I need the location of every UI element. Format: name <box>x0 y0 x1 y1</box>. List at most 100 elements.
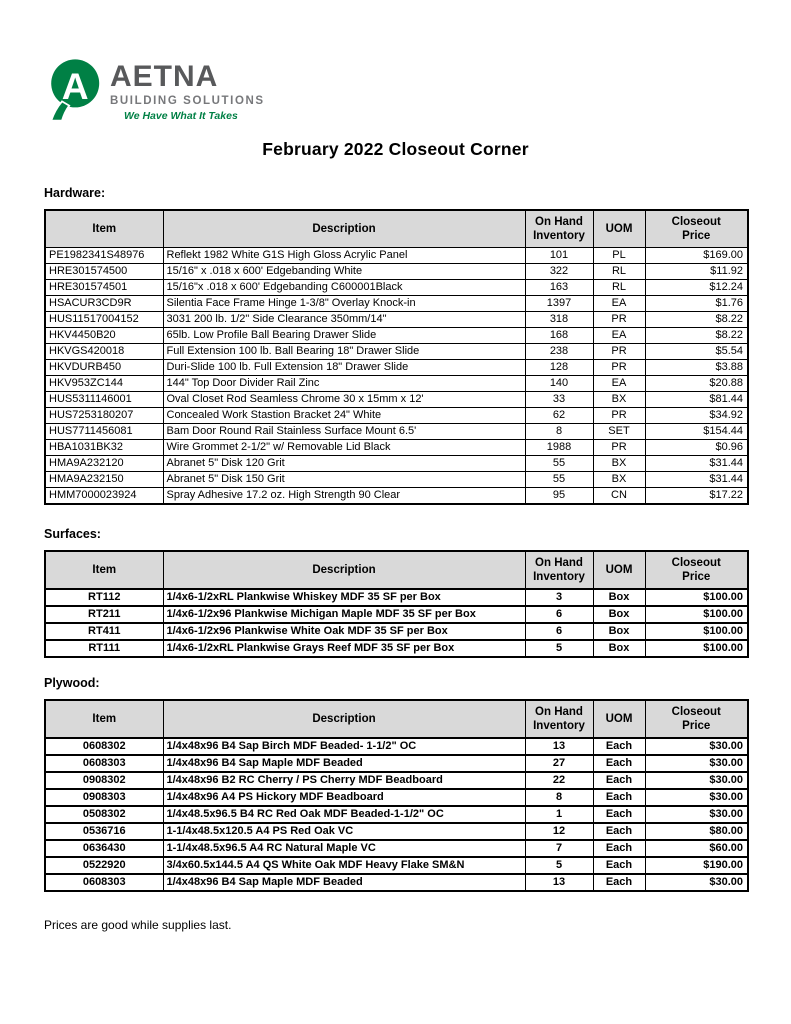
table-row: HUS7711456081 Bam Door Round Rail Stainle… <box>44 423 749 440</box>
cell-closeout-price: $154.44 <box>644 423 749 440</box>
cell-uom: PL <box>592 247 646 264</box>
column-header-description: Description <box>162 550 526 590</box>
cell-uom: Each <box>592 737 646 756</box>
cell-item: 0908303 <box>44 788 164 807</box>
logo-text: AETNA BUILDING SOLUTIONS We Have What It… <box>110 58 265 123</box>
cell-item: 0522920 <box>44 856 164 875</box>
cell-item: HUS11517004152 <box>44 311 164 328</box>
cell-description: 1/4x48x96 B4 Sap Birch MDF Beaded- 1-1/2… <box>162 737 526 756</box>
cell-closeout-price: $100.00 <box>644 605 749 624</box>
cell-item: 0536716 <box>44 822 164 841</box>
cell-on-hand-inventory: 62 <box>524 407 594 424</box>
cell-on-hand-inventory: 7 <box>524 839 594 858</box>
cell-item: 0608303 <box>44 754 164 773</box>
cell-on-hand-inventory: 22 <box>524 771 594 790</box>
cell-uom: Each <box>592 839 646 858</box>
cell-closeout-price: $30.00 <box>644 788 749 807</box>
cell-uom: Each <box>592 771 646 790</box>
cell-item: 0508302 <box>44 805 164 824</box>
cell-on-hand-inventory: 101 <box>524 247 594 264</box>
cell-item: PE1982341S48976 <box>44 247 164 264</box>
table-row: HMM7000023924 Spray Adhesive 17.2 oz. Hig… <box>44 487 749 505</box>
cell-uom: BX <box>592 455 646 472</box>
cell-closeout-price: $100.00 <box>644 639 749 658</box>
cell-on-hand-inventory: 318 <box>524 311 594 328</box>
column-header-description: Description <box>162 699 526 739</box>
column-header-on-hand-inventory: On Hand Inventory <box>524 209 594 248</box>
cell-uom: Each <box>592 754 646 773</box>
column-header-closeout-price: Closeout Price <box>644 699 749 739</box>
cell-description: 1-1/4x48.5x120.5 A4 PS Red Oak VC <box>162 822 526 841</box>
cell-on-hand-inventory: 3 <box>524 588 594 607</box>
cell-description: Full Extension 100 lb. Ball Bearing 18" … <box>162 343 526 360</box>
table-row: HUS7253180207 Concealed Work Stastion Bra… <box>44 407 749 424</box>
cell-description: 144" Top Door Divider Rail Zinc <box>162 375 526 392</box>
cell-uom: BX <box>592 391 646 408</box>
table-row: RT112 1/4x6-1/2xRL Plankwise Whiskey MDF … <box>44 588 749 607</box>
table-row: HKV4450B20 65lb. Low Profile Ball Bearing… <box>44 327 749 344</box>
cell-item: HKV953ZC144 <box>44 375 164 392</box>
hardware-table: Item Description On Hand Inventory UOM C… <box>44 209 749 505</box>
cell-description: 1/4x48x96 B4 Sap Maple MDF Beaded <box>162 873 526 892</box>
plywood-table: Item Description On Hand Inventory UOM C… <box>44 699 749 892</box>
table-row: HBA1031BK32 Wire Grommet 2-1/2" w/ Remova… <box>44 439 749 456</box>
cell-uom: EA <box>592 295 646 312</box>
table-row: 0536716 1-1/4x48.5x120.5 A4 PS Red Oak VC… <box>44 822 749 841</box>
table-header-row: Item Description On Hand Inventory UOM C… <box>44 209 749 248</box>
cell-item: HSACUR3CD9R <box>44 295 164 312</box>
cell-uom: Box <box>592 639 646 658</box>
table-row: HUS5311146001 Oval Closet Rod Seamless Ch… <box>44 391 749 408</box>
cell-description: 1/4x48.5x96.5 B4 RC Red Oak MDF Beaded-1… <box>162 805 526 824</box>
table-row: HRE301574501 15/16"x .018 x 600' Edgeband… <box>44 279 749 296</box>
cell-description: 1/4x6-1/2x96 Plankwise White Oak MDF 35 … <box>162 622 526 641</box>
cell-uom: Box <box>592 588 646 607</box>
cell-description: Duri-Slide 100 lb. Full Extension 18" Dr… <box>162 359 526 376</box>
table-row: 0608303 1/4x48x96 B4 Sap Maple MDF Beaded… <box>44 873 749 892</box>
cell-description: 1/4x48x96 B2 RC Cherry / PS Cherry MDF B… <box>162 771 526 790</box>
cell-closeout-price: $17.22 <box>644 487 749 505</box>
table-row: HMA9A232120 Abranet 5" Disk 120 Grit 55 BX $… <box>44 455 749 472</box>
cell-description: Abranet 5" Disk 120 Grit <box>162 455 526 472</box>
column-header-uom: UOM <box>592 550 646 590</box>
cell-description: 1/4x48x96 A4 PS Hickory MDF Beadboard <box>162 788 526 807</box>
column-header-item: Item <box>44 209 164 248</box>
cell-closeout-price: $81.44 <box>644 391 749 408</box>
footer-note: Prices are good while supplies last. <box>44 918 232 932</box>
cell-item: RT112 <box>44 588 164 607</box>
column-header-uom: UOM <box>592 699 646 739</box>
cell-item: HKVDURB450 <box>44 359 164 376</box>
table-row: HKV953ZC144 144" Top Door Divider Rail Zi… <box>44 375 749 392</box>
column-header-on-hand-inventory: On Hand Inventory <box>524 550 594 590</box>
cell-uom: Each <box>592 805 646 824</box>
cell-on-hand-inventory: 1397 <box>524 295 594 312</box>
table-row: 0636430 1-1/4x48.5x96.5 A4 RC Natural Map… <box>44 839 749 858</box>
cell-closeout-price: $169.00 <box>644 247 749 264</box>
cell-item: HMA9A232120 <box>44 455 164 472</box>
cell-description: 3031 200 lb. 1/2" Side Clearance 350mm/1… <box>162 311 526 328</box>
cell-closeout-price: $31.44 <box>644 471 749 488</box>
cell-uom: BX <box>592 471 646 488</box>
cell-uom: Each <box>592 822 646 841</box>
cell-closeout-price: $80.00 <box>644 822 749 841</box>
column-header-item: Item <box>44 699 164 739</box>
section-heading-hardware: Hardware: <box>44 186 106 200</box>
cell-closeout-price: $190.00 <box>644 856 749 875</box>
cell-item: HKV4450B20 <box>44 327 164 344</box>
cell-item: HRE301574500 <box>44 263 164 280</box>
cell-item: RT411 <box>44 622 164 641</box>
cell-closeout-price: $0.96 <box>644 439 749 456</box>
cell-closeout-price: $30.00 <box>644 771 749 790</box>
table-row: 0522920 3/4x60.5x144.5 A4 QS White Oak MD… <box>44 856 749 875</box>
cell-closeout-price: $5.54 <box>644 343 749 360</box>
cell-closeout-price: $3.88 <box>644 359 749 376</box>
cell-item: HBA1031BK32 <box>44 439 164 456</box>
cell-item: HUS7253180207 <box>44 407 164 424</box>
cell-description: 1/4x6-1/2xRL Plankwise Whiskey MDF 35 SF… <box>162 588 526 607</box>
cell-on-hand-inventory: 55 <box>524 455 594 472</box>
logo-brand-name: AETNA <box>110 60 219 93</box>
cell-closeout-price: $8.22 <box>644 327 749 344</box>
table-header-row: Item Description On Hand Inventory UOM C… <box>44 699 749 739</box>
cell-description: Silentia Face Frame Hinge 1-3/8" Overlay… <box>162 295 526 312</box>
column-header-closeout-price: Closeout Price <box>644 209 749 248</box>
